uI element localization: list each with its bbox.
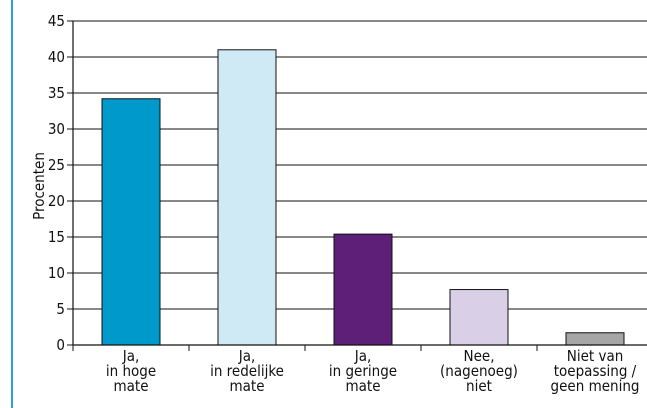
x-tick-label: in geringe	[329, 362, 397, 380]
x-tick-label: mate	[229, 377, 264, 395]
axes	[67, 20, 647, 351]
bars	[101, 49, 625, 346]
y-tick-label: 25	[48, 156, 65, 174]
x-tick-label: Nee,	[464, 347, 495, 365]
y-tick-label: 40	[48, 48, 65, 66]
bar	[449, 289, 509, 346]
x-tick-label: toepassing /	[554, 362, 637, 380]
x-tick-label: mate	[345, 377, 380, 395]
bar	[217, 49, 277, 346]
x-tick-label: mate	[113, 377, 148, 395]
x-tick-label: (nagenoeg)	[440, 362, 518, 380]
x-tick-label: Niet van	[567, 347, 624, 365]
x-tick-label: Ja,	[122, 347, 140, 365]
x-tick-label: geen mening	[551, 377, 640, 395]
bar	[101, 98, 161, 346]
y-tick-label: 0	[56, 336, 65, 354]
x-tick-label: Ja,	[238, 347, 256, 365]
y-tick-label: 10	[48, 264, 65, 282]
x-tick-label: niet	[466, 377, 492, 395]
bar	[333, 233, 393, 346]
x-tick-label: in redelijke	[210, 362, 284, 380]
y-tick-label: 30	[48, 120, 65, 138]
y-tick-label: 5	[56, 300, 65, 318]
gridlines	[73, 20, 647, 310]
y-tick-label: 45	[48, 12, 65, 30]
y-tick-label: 20	[48, 192, 65, 210]
y-tick-label: 15	[48, 228, 65, 246]
bar	[565, 332, 625, 346]
left-frame-line	[11, 0, 13, 408]
y-axis-label: Procenten	[30, 152, 48, 220]
y-tick-label: 35	[48, 84, 65, 102]
x-tick-label: in hoge	[106, 362, 156, 380]
x-tick-label: Ja,	[354, 347, 372, 365]
